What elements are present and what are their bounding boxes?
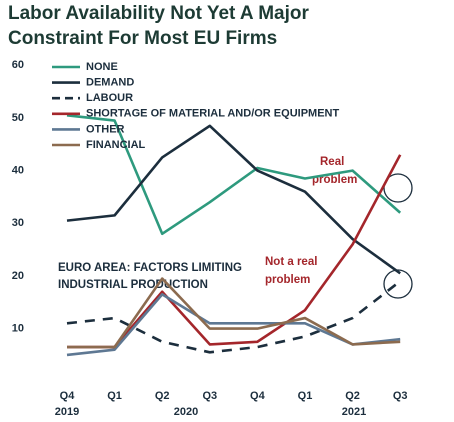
year-label: 2021 [342, 406, 366, 418]
series-line [66, 114, 402, 236]
legend-label: FINANCIAL [86, 139, 146, 151]
annotation: problem [312, 174, 357, 186]
annotation: Not a real [265, 256, 317, 268]
annotation: INDUSTRIAL PRODUCTION [58, 279, 208, 291]
x-tick-label: Q1 [107, 390, 122, 402]
x-tick-label: Q3 [393, 390, 408, 402]
chart-title-line: Constraint For Most EU Firms [8, 28, 277, 49]
x-tick-label: Q4 [60, 390, 76, 402]
series-line [66, 280, 401, 354]
annotation: EURO AREA: FACTORS LIMITING [58, 262, 242, 274]
x-tick-label: Q3 [202, 390, 217, 402]
annotation: Real [320, 156, 344, 168]
legend-label: NONE [86, 61, 118, 73]
annotation: problem [265, 274, 310, 286]
y-tick-label: 50 [12, 112, 24, 124]
x-tick-label: Q2 [155, 390, 170, 402]
y-tick-label: 30 [12, 217, 24, 229]
y-tick-label: 40 [12, 165, 24, 177]
highlight-circle [383, 269, 413, 299]
y-tick-label: 20 [12, 270, 24, 282]
y-tick-label: 10 [12, 323, 24, 335]
x-tick-label: Q1 [298, 390, 313, 402]
legend-label: SHORTAGE OF MATERIAL AND/OR EQUIPMENT [86, 108, 339, 120]
y-tick-label: 60 [12, 59, 24, 71]
legend-label: LABOUR [86, 92, 133, 104]
series-line [66, 124, 401, 275]
year-label: 2019 [55, 406, 79, 418]
x-tick-label: Q4 [250, 390, 266, 402]
series-line [67, 277, 401, 349]
legend-label: DEMAND [86, 77, 134, 89]
chart-title-line: Labor Availability Not Yet A Major [8, 3, 309, 24]
year-label: 2020 [174, 406, 198, 418]
x-tick-label: Q2 [345, 390, 360, 402]
legend-label: OTHER [86, 123, 125, 135]
